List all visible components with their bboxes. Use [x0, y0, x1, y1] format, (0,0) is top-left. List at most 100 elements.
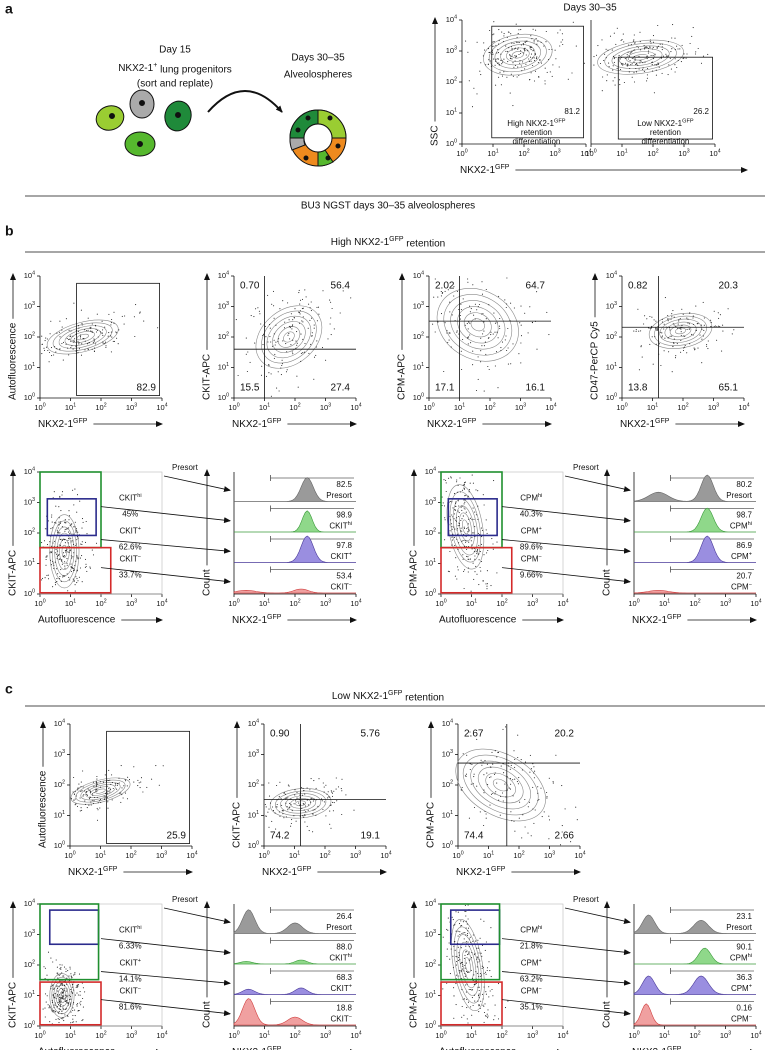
event-dot — [72, 1019, 73, 1020]
event-dot — [492, 42, 493, 43]
event-dot — [54, 997, 55, 998]
event-dot — [490, 332, 491, 333]
histogram-name-text: CKIT — [330, 552, 348, 561]
event-dot — [125, 779, 126, 780]
x-tick-label: 104 — [156, 1031, 167, 1040]
event-dot — [461, 947, 462, 948]
event-dot — [474, 807, 475, 808]
event-dot — [458, 505, 459, 506]
x-axis-label-sup: GFP — [267, 614, 282, 621]
event-dot — [119, 782, 120, 783]
event-dot — [66, 563, 67, 564]
event-dot — [56, 554, 57, 555]
event-dot — [458, 975, 459, 976]
event-dot — [52, 527, 53, 528]
x-tick-label-sup: 4 — [759, 1031, 762, 1037]
event-dot — [107, 793, 108, 794]
event-dot — [531, 49, 532, 50]
event-dot — [703, 56, 704, 57]
y-tick-label-sup: 3 — [450, 750, 453, 756]
event-dot — [475, 971, 476, 972]
event-dot — [497, 63, 498, 64]
y-tick-label-text: 10 — [413, 271, 421, 280]
event-dot — [95, 790, 96, 791]
event-dot — [274, 354, 275, 355]
event-dot — [517, 37, 518, 38]
event-dot — [633, 72, 634, 73]
x-tick-label: 101 — [95, 851, 106, 860]
event-dot — [636, 63, 637, 64]
event-dot — [78, 557, 79, 558]
event-dot — [74, 526, 75, 527]
event-dot — [282, 810, 283, 811]
event-dot — [246, 338, 247, 339]
event-dot — [503, 35, 504, 36]
event-dot — [253, 316, 254, 317]
event-dot — [493, 46, 494, 47]
event-dot — [629, 71, 630, 72]
event-dot — [265, 336, 266, 337]
event-dot — [308, 304, 309, 305]
gate-name-sup: − — [138, 555, 141, 561]
x-tick-label-text: 10 — [65, 599, 73, 608]
event-dot — [292, 340, 293, 341]
event-dot — [55, 584, 56, 585]
x-tick-label-sup: 2 — [298, 599, 301, 605]
event-dot — [472, 284, 473, 285]
event-dot — [651, 326, 652, 327]
y-tick-label-text: 10 — [425, 960, 433, 969]
x-tick-label-text: 10 — [659, 599, 667, 608]
x-axis-label: NKX2-1GFP — [68, 866, 118, 878]
event-dot — [139, 782, 140, 783]
y-tick-label: 102 — [54, 780, 65, 789]
x-tick-label-sup: 3 — [358, 851, 361, 857]
event-dot — [65, 971, 66, 972]
event-dot — [483, 331, 484, 332]
event-dot — [56, 333, 57, 334]
gate-value: 82.9 — [137, 383, 157, 394]
event-dot — [473, 934, 474, 935]
event-dot — [722, 325, 723, 326]
event-dot — [467, 556, 468, 557]
x-tick-label-text: 10 — [350, 851, 358, 860]
event-dot — [332, 796, 333, 797]
event-dot — [59, 999, 60, 1000]
event-dot — [86, 533, 87, 534]
event-dot — [62, 564, 63, 565]
event-dot — [482, 294, 483, 295]
event-dot — [467, 1018, 468, 1019]
event-dot — [458, 485, 459, 486]
event-dot — [259, 313, 260, 314]
event-dot — [672, 310, 673, 311]
event-dot — [535, 809, 536, 810]
y-tick-label-sup: 3 — [614, 302, 617, 308]
event-dot — [472, 978, 473, 979]
event-dot — [464, 528, 465, 529]
event-dot — [445, 322, 446, 323]
event-dot — [301, 353, 302, 354]
panel-label: c — [5, 681, 13, 697]
y-tick-label-text: 10 — [54, 810, 62, 819]
event-dot — [77, 806, 78, 807]
event-dot — [653, 42, 654, 43]
event-dot — [52, 1000, 53, 1001]
event-dot — [632, 58, 633, 59]
event-dot — [121, 765, 122, 766]
event-dot — [502, 62, 503, 63]
event-dot — [575, 807, 576, 808]
contour — [251, 300, 326, 373]
event-dot — [87, 807, 88, 808]
x-tick-label-sup: 0 — [637, 599, 640, 605]
event-dot — [546, 792, 547, 793]
event-dot — [480, 919, 481, 920]
x-tick-label: 100 — [452, 851, 463, 860]
event-dot — [485, 64, 486, 65]
event-dot — [91, 804, 92, 805]
event-dot — [498, 296, 499, 297]
event-dot — [296, 331, 297, 332]
event-dot — [614, 33, 615, 34]
event-dot — [285, 794, 286, 795]
event-dot — [667, 337, 668, 338]
event-dot — [53, 568, 54, 569]
event-dot — [51, 564, 52, 565]
